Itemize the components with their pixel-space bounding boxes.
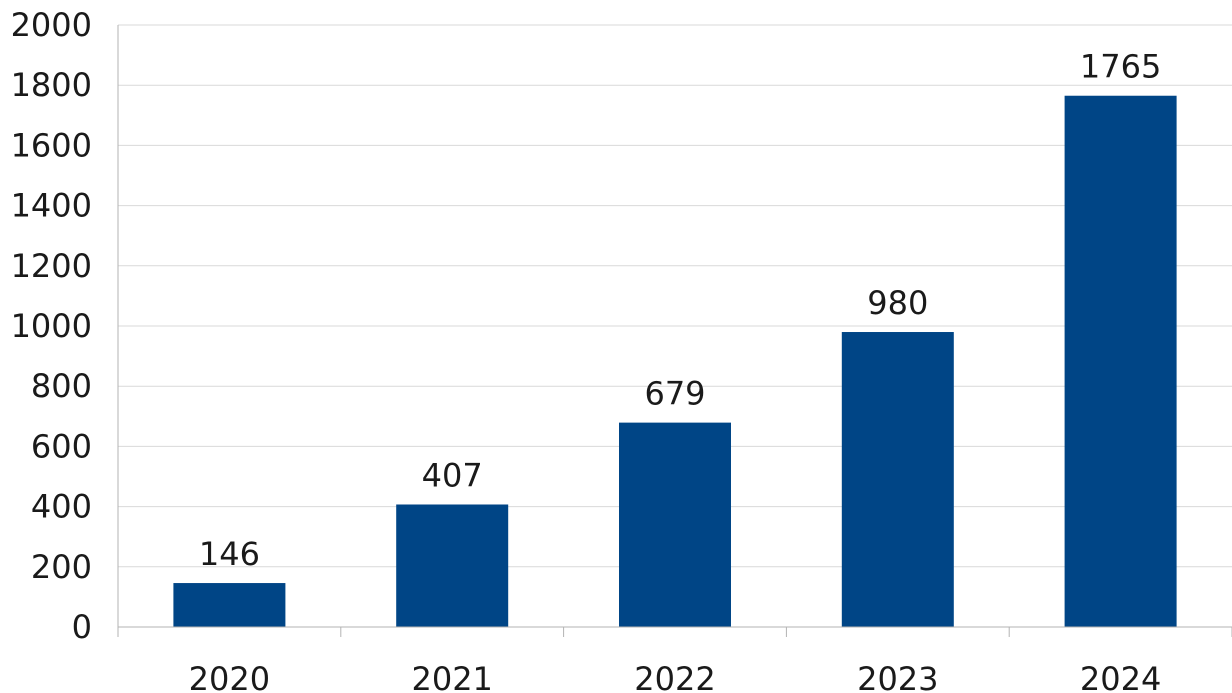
y-tick-label: 1000	[11, 307, 92, 345]
x-axis-ticks: 2020 2021 2022 2023 2024	[189, 660, 1162, 693]
y-tick-label: 600	[31, 427, 92, 465]
data-label-2022: 679	[644, 375, 705, 413]
x-tick-label: 2023	[857, 660, 938, 693]
y-tick-label: 200	[31, 548, 92, 586]
y-tick-label: 1400	[11, 187, 92, 225]
y-tick-label: 0	[72, 608, 92, 646]
y-tick-label: 1200	[11, 247, 92, 285]
x-tick-label: 2024	[1080, 660, 1161, 693]
data-label-2024: 1765	[1080, 48, 1161, 86]
bar-2022	[619, 422, 731, 627]
x-tick-label: 2020	[189, 660, 270, 693]
data-label-2023: 980	[867, 284, 928, 322]
y-tick-label: 1800	[11, 66, 92, 104]
y-axis-ticks: 0 200 400 600 800 1000 1200 1400 1600 1800 2000	[11, 6, 92, 646]
data-labels: 146 407 679 980 1765	[199, 48, 1161, 573]
bars	[173, 95, 1177, 628]
x-tick-label: 2021	[411, 660, 492, 693]
bar-2021	[396, 504, 509, 627]
bar-2024	[1064, 95, 1177, 628]
y-tick-label: 800	[31, 367, 92, 405]
y-tick-label: 2000	[11, 6, 92, 44]
bar-2023	[841, 332, 954, 627]
y-tick-label: 400	[31, 488, 92, 526]
y-tick-label: 1600	[11, 126, 92, 164]
axes	[117, 25, 1232, 637]
gridlines	[118, 24, 1232, 568]
data-label-2021: 407	[422, 456, 483, 494]
x-tick-label: 2022	[634, 660, 715, 693]
bar-2020	[173, 583, 286, 627]
data-label-2020: 146	[199, 535, 260, 573]
